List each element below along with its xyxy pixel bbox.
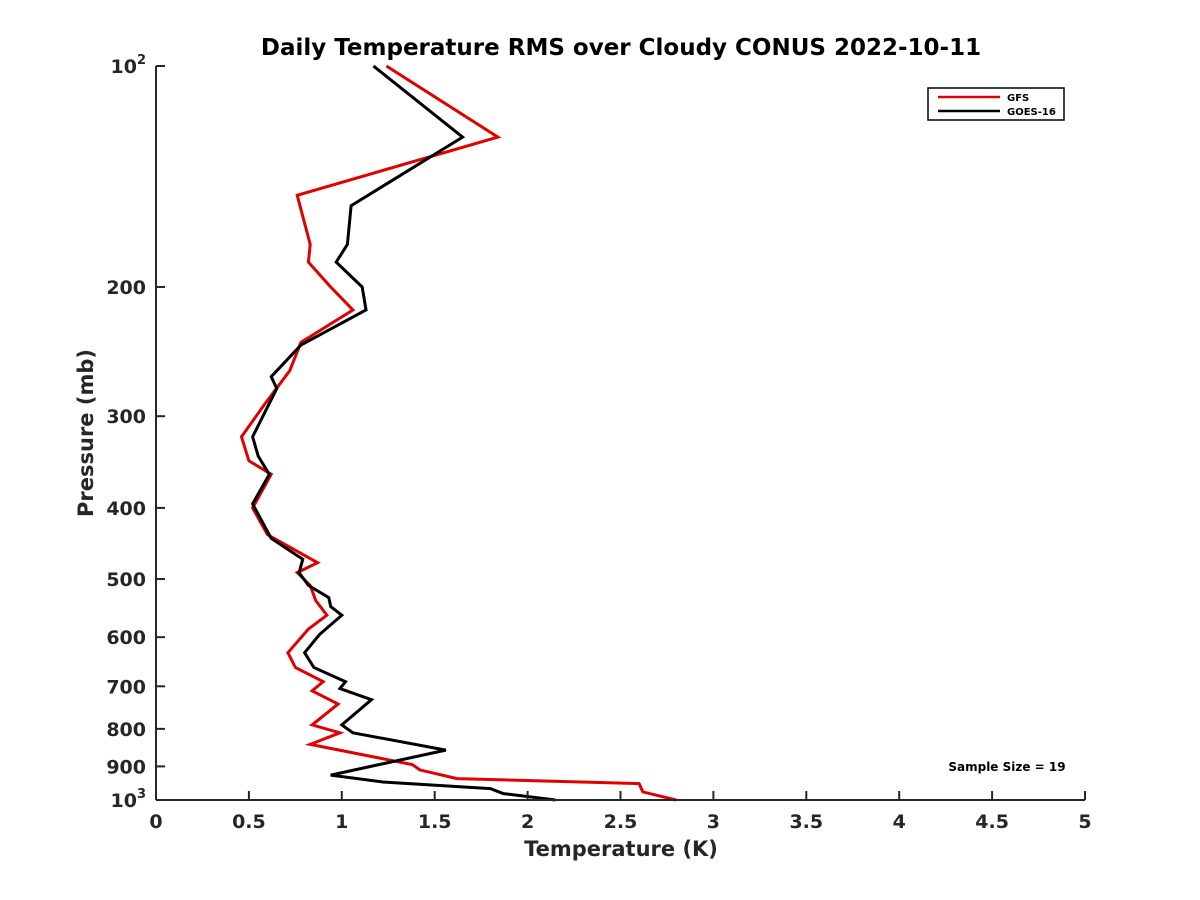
y-tick-exponent: 2 <box>137 53 146 68</box>
x-tick-label: 2.5 <box>604 811 638 833</box>
x-tick-label: 1.5 <box>418 811 452 833</box>
y-tick-label: 900 <box>106 756 146 778</box>
series-line-gfs <box>239 64 677 802</box>
chart-title: Daily Temperature RMS over Cloudy CONUS … <box>261 35 981 61</box>
x-tick-label: 5 <box>1078 811 1091 833</box>
x-ticks: 0 0.5 1 1.5 2 2.5 3 3.5 4 4.5 5 <box>149 791 1092 833</box>
legend-box <box>927 87 1065 121</box>
x-tick-label: 2 <box>521 811 534 833</box>
series-line-goes-16 <box>250 64 556 802</box>
x-tick-label: 3 <box>707 811 720 833</box>
x-tick-label: 4.5 <box>975 811 1009 833</box>
plot-area <box>239 64 677 802</box>
x-tick-label: 4 <box>893 811 906 833</box>
y-tick-base: 10 <box>111 790 137 812</box>
y-tick-label: 300 <box>106 406 146 428</box>
y-tick-label: 400 <box>106 498 146 520</box>
y-axis-label: Pressure (mb) <box>74 349 98 517</box>
y-tick-label: 500 <box>106 569 146 591</box>
sample-size-annotation: Sample Size = 19 <box>948 760 1065 774</box>
y-tick-label: 600 <box>106 627 146 649</box>
legend: GFS GOES-16 <box>927 87 1065 121</box>
y-tick-label: 800 <box>106 719 146 741</box>
legend-label: GOES-16 <box>1007 107 1056 118</box>
x-tick-label: 0 <box>149 811 162 833</box>
y-tick-label: 200 <box>106 277 146 299</box>
x-axis-label: Temperature (K) <box>524 837 718 861</box>
y-tick-label: 103 <box>111 787 147 812</box>
x-tick-label: 1 <box>335 811 348 833</box>
y-tick-label: 700 <box>106 676 146 698</box>
y-tick-label: 102 <box>111 53 147 78</box>
y-tick-base: 10 <box>111 56 137 78</box>
y-tick-exponent: 3 <box>137 787 146 802</box>
legend-label: GFS <box>1007 93 1029 104</box>
x-tick-label: 3.5 <box>789 811 823 833</box>
x-tick-label: 0.5 <box>232 811 266 833</box>
